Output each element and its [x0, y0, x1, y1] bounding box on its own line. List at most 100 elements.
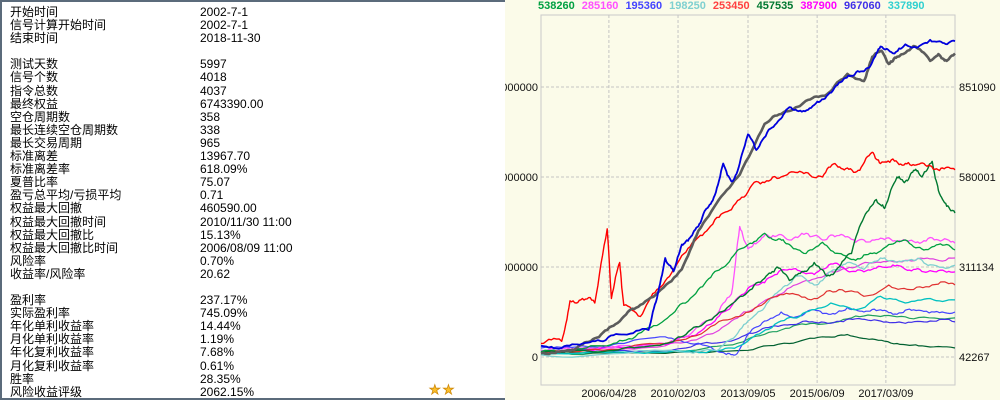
stat-row: 盈利率 237.17% — [2, 293, 505, 308]
stat-row: 风险收益评级 2062.15% — [2, 384, 505, 399]
chart-legend: 538260 285160 195360 198250 253450 457535 3879… — [538, 0, 931, 13]
stat-label: 夏普比率 — [10, 175, 59, 190]
series-line-198250 — [540, 257, 956, 358]
x-axis-label: 2010/02/03 — [651, 388, 706, 400]
x-axis-label: 2013/09/05 — [720, 388, 775, 400]
stat-label: 月化复利收益率 — [10, 358, 95, 373]
stat-value: 2010/11/30 11:00 — [200, 214, 292, 229]
legend-item: 253450 — [712, 0, 750, 12]
stat-label: 标准离差率 — [10, 162, 71, 177]
legend-item: 967060 — [844, 0, 881, 12]
rating-star-icon: ★ — [429, 382, 443, 397]
stat-value: 4018 — [200, 70, 227, 85]
stat-row: 信号个数 4018 — [2, 71, 505, 84]
stat-row: 夏普比率 75.07 — [2, 176, 505, 189]
stat-row: 年化单利收益率 14.44% — [2, 320, 505, 333]
stat-value: 0.61% — [200, 358, 235, 373]
stat-row: 月化单利收益率 1.19% — [2, 333, 505, 346]
stat-value: 6743390.00 — [200, 96, 264, 111]
stat-value: 15.13% — [200, 227, 241, 242]
stat-label: 信号计算开始时间 — [10, 18, 107, 33]
stat-row: 风险率 0.70% — [2, 253, 505, 268]
y-axis-left-label: 2000000 — [505, 262, 538, 274]
stat-value: 2018-11-30 — [200, 31, 261, 46]
equity-curves-chart: 6000000 851090 4000000 580001 2000000 311134 0… — [505, 14, 996, 400]
stat-label: 空仓周期数 — [10, 109, 71, 124]
stat-label: 标准离差 — [10, 149, 59, 164]
stat-label: 权益最大回撤时间 — [10, 214, 107, 229]
legend-item: 285160 — [581, 0, 619, 12]
stat-row: 权益最大回撤比 15.13% — [2, 227, 505, 242]
legend-item: 538260 — [538, 0, 575, 12]
stat-label: 盈利率 — [10, 293, 47, 308]
stat-row: 盈亏总平均/亏损平均 0.71 — [2, 189, 505, 202]
stat-row — [2, 281, 505, 294]
stat-value: 4037 — [200, 83, 227, 98]
y-axis-left-label: 0 — [532, 352, 538, 364]
stat-label: 年化单利收益率 — [10, 319, 95, 334]
legend-item: 198250 — [669, 0, 706, 12]
stat-row: 标准离差率 618.09% — [2, 163, 505, 176]
stat-value: 2006/08/09 11:00 — [200, 240, 293, 255]
stat-row: 最长连续空仓周期数 338 — [2, 122, 505, 137]
stat-value: 0.71 — [200, 188, 224, 203]
y-axis-left-label: 4000000 — [505, 172, 538, 184]
stat-row — [2, 45, 505, 58]
stat-label: 权益最大回撤 — [10, 201, 83, 216]
legend-item: 337890 — [887, 0, 925, 12]
series-line-967060 — [540, 317, 956, 354]
series-line-457535 — [540, 160, 956, 354]
stat-row: 最终权益 6743390.00 — [2, 96, 505, 111]
stat-row: 标准离差 13967.70 — [2, 149, 505, 164]
risk-rating-stars: ★★ — [429, 381, 456, 399]
stat-label: 最长连续空仓周期数 — [10, 122, 119, 137]
stat-value: 237.17% — [200, 293, 248, 308]
stat-label: 指令总数 — [10, 83, 59, 98]
series-line-benchmark-blue — [540, 38, 956, 350]
stat-label: 收益率/风险率 — [10, 266, 86, 281]
stat-label: 最长交易周期 — [10, 135, 83, 150]
y-axis-right-label: 42267 — [959, 352, 990, 364]
stat-label: 风险收益评级 — [10, 384, 83, 399]
stat-value: 358 — [200, 109, 221, 124]
y-axis-left-label: 6000000 — [505, 82, 538, 94]
stat-value: 13967.70 — [200, 149, 251, 164]
stat-value: 2062.15% — [200, 384, 255, 399]
stat-label: 胜率 — [10, 371, 35, 386]
stat-row: 测试天数 5997 — [2, 58, 505, 71]
stat-label: 盈亏总平均/亏损平均 — [10, 188, 122, 203]
stat-label: 风险率 — [10, 253, 47, 268]
stat-label: 实际盈利率 — [10, 306, 71, 321]
stat-value: 75.07 — [200, 175, 231, 190]
series-line-285160 — [540, 225, 956, 352]
legend-item: 195360 — [625, 0, 663, 12]
stat-label: 月化单利收益率 — [10, 332, 95, 347]
stat-value: 5997 — [200, 57, 227, 72]
stat-row: 月化复利收益率 0.61% — [2, 358, 505, 373]
legend-item: 387900 — [800, 0, 838, 12]
stat-label: 权益最大回撤比 — [10, 227, 95, 242]
stat-row: 信号计算开始时间 2002-7-1 — [2, 18, 505, 33]
stat-value: 28.35% — [200, 371, 241, 386]
stat-row: 权益最大回撤比时间 2006/08/09 11:00 — [2, 240, 505, 255]
x-axis-label: 2006/04/28 — [581, 388, 636, 400]
stat-label: 信号个数 — [10, 70, 59, 85]
stat-label: 最终权益 — [10, 96, 59, 111]
y-axis-right-label: 311134 — [959, 262, 994, 274]
stat-row: 指令总数 4037 — [2, 83, 505, 98]
stat-value: 618.09% — [200, 162, 248, 177]
x-axis-label: 2017/03/09 — [858, 388, 913, 400]
x-axis-label: 2015/06/09 — [790, 388, 845, 400]
series-line-total-equity — [540, 44, 956, 356]
series-line-253450 — [540, 151, 956, 345]
stat-value: 14.44% — [200, 319, 241, 334]
equity-chart-panel: 538260 285160 195360 198250 253450 457535 3879… — [505, 0, 1000, 400]
series-line-337890 — [540, 295, 956, 356]
stat-value: 1.19% — [200, 332, 235, 347]
stat-value: 460590.00 — [200, 201, 257, 216]
series-line-195360 — [540, 306, 956, 356]
stat-label: 年化复利收益率 — [10, 345, 95, 360]
stat-row: 结束时间 2018-11-30 — [2, 32, 505, 45]
stat-row: 权益最大回撤时间 2010/11/30 11:00 — [2, 214, 505, 229]
stat-label: 开始时间 — [10, 5, 59, 19]
